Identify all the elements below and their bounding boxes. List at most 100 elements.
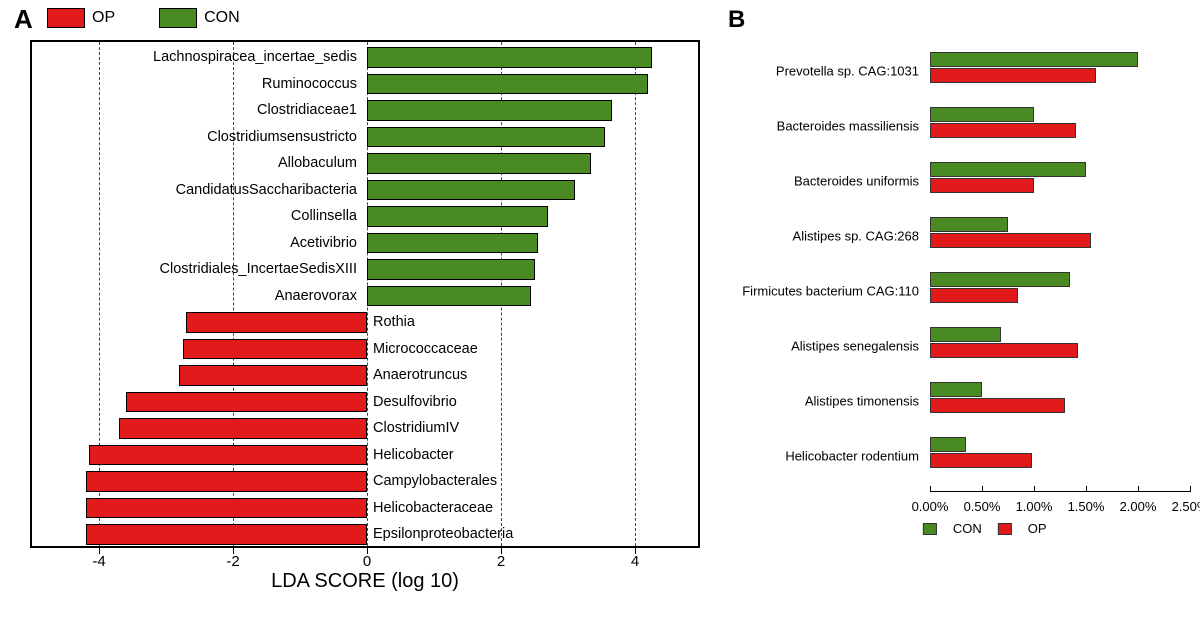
- bar-op: [930, 288, 1018, 303]
- panel-a: A OP CON LDA SCORE (log 10) -4-2024Lachn…: [0, 0, 720, 618]
- tick: [1138, 486, 1139, 492]
- tick: [930, 486, 931, 492]
- bar-con: [930, 437, 966, 452]
- tick-label: -2: [226, 553, 239, 570]
- tick: [1086, 486, 1087, 492]
- bar-group: Helicobacter rodentium: [730, 431, 1190, 481]
- bar-row: Lachnospiracea_incertae_sedis: [32, 47, 698, 68]
- bar-op: [930, 398, 1065, 413]
- bar-label: Desulfovibrio: [373, 392, 457, 413]
- bar: [367, 100, 612, 121]
- bar: [186, 312, 367, 333]
- bar-label: Lachnospiracea_incertae_sedis: [153, 47, 357, 68]
- bar-op: [930, 343, 1078, 358]
- bar: [367, 74, 648, 95]
- bar-row: Ruminococcus: [32, 74, 698, 95]
- bar-row: Clostridiumsensustricto: [32, 127, 698, 148]
- bar: [367, 259, 535, 280]
- bar-group: Bacteroides uniformis: [730, 156, 1190, 206]
- bar-con: [930, 52, 1138, 67]
- bar: [89, 445, 367, 466]
- bar-label: Clostridiales_IncertaeSedisXIII: [160, 259, 357, 280]
- bar-label: Campylobacterales: [373, 471, 497, 492]
- tick-label: 4: [631, 553, 639, 570]
- bar-label: Ruminococcus: [262, 74, 357, 95]
- bar-op: [930, 178, 1034, 193]
- bar-group: Bacteroides massiliensis: [730, 101, 1190, 151]
- bar: [86, 524, 367, 545]
- group-label: Helicobacter rodentium: [730, 449, 925, 464]
- panel-b: B CON OP 0.00%0.50%1.00%1.50%2.00%2.50%P…: [720, 0, 1200, 618]
- tick-label: 2.00%: [1120, 499, 1157, 514]
- bar-row: Anaerotruncus: [32, 365, 698, 386]
- bar-label: Acetivibrio: [290, 233, 357, 254]
- panel-b-label: B: [728, 6, 745, 34]
- bar: [86, 498, 367, 519]
- bar-con: [930, 382, 982, 397]
- tick-label: 2.50%: [1172, 499, 1200, 514]
- legend-con-text: CON: [204, 9, 240, 27]
- legend-b-op-swatch: [998, 523, 1012, 535]
- bar-row: Clostridiaceae1: [32, 100, 698, 121]
- tick-label: 0.00%: [912, 499, 949, 514]
- legend-con-swatch: [159, 8, 197, 28]
- bar-row: Epsilonproteobacteria: [32, 524, 698, 545]
- bar-row: ClostridiumIV: [32, 418, 698, 439]
- bar-row: Desulfovibrio: [32, 392, 698, 413]
- bar-label: Allobaculum: [278, 153, 357, 174]
- bar: [367, 180, 575, 201]
- bar-row: Helicobacter: [32, 445, 698, 466]
- panel-a-plot: LDA SCORE (log 10) -4-2024Lachnospiracea…: [30, 40, 700, 548]
- bar: [119, 418, 367, 439]
- bar: [367, 153, 591, 174]
- bar-op: [930, 123, 1076, 138]
- bar: [126, 392, 367, 413]
- tick: [1190, 486, 1191, 492]
- bar-row: Collinsella: [32, 206, 698, 227]
- bar-label: Rothia: [373, 312, 415, 333]
- bar-group: Alistipes sp. CAG:268: [730, 211, 1190, 261]
- panel-b-plot: CON OP 0.00%0.50%1.00%1.50%2.00%2.50%Pre…: [730, 40, 1190, 538]
- bar-con: [930, 107, 1034, 122]
- tick-label: 1.50%: [1068, 499, 1105, 514]
- bar-con: [930, 272, 1070, 287]
- group-label: Bacteroides massiliensis: [730, 119, 925, 134]
- bar: [179, 365, 367, 386]
- bar: [86, 471, 367, 492]
- panel-b-axis: [930, 491, 1190, 492]
- bar-con: [930, 327, 1001, 342]
- legend-op-swatch: [47, 8, 85, 28]
- legend-con: CON: [159, 8, 240, 28]
- bar-con: [930, 162, 1086, 177]
- tick-label: 2: [497, 553, 505, 570]
- bar-label: Clostridiumsensustricto: [207, 127, 357, 148]
- group-label: Alistipes timonensis: [730, 394, 925, 409]
- bar-label: Micrococcaceae: [373, 339, 478, 360]
- bar-row: Micrococcaceae: [32, 339, 698, 360]
- bar: [367, 233, 538, 254]
- bar-row: Anaerovorax: [32, 286, 698, 307]
- tick-label: 0.50%: [964, 499, 1001, 514]
- panel-b-legend: CON OP: [923, 521, 1047, 536]
- bar-group: Alistipes timonensis: [730, 376, 1190, 426]
- bar-row: Acetivibrio: [32, 233, 698, 254]
- bar-op: [930, 453, 1032, 468]
- group-label: Firmicutes bacterium CAG:110: [730, 284, 925, 299]
- bar-label: Anaerovorax: [275, 286, 357, 307]
- bar-group: Prevotella sp. CAG:1031: [730, 46, 1190, 96]
- legend-b-op-text: OP: [1028, 521, 1047, 536]
- tick-label: -4: [92, 553, 105, 570]
- group-label: Bacteroides uniformis: [730, 174, 925, 189]
- panel-a-axis-title: LDA SCORE (log 10): [271, 570, 459, 593]
- tick: [982, 486, 983, 492]
- bar-op: [930, 233, 1091, 248]
- group-label: Alistipes sp. CAG:268: [730, 229, 925, 244]
- bar-label: Anaerotruncus: [373, 365, 467, 386]
- bar-row: Clostridiales_IncertaeSedisXIII: [32, 259, 698, 280]
- bar-row: Helicobacteraceae: [32, 498, 698, 519]
- tick-label: 0: [363, 553, 371, 570]
- bar-con: [930, 217, 1008, 232]
- bar: [367, 286, 531, 307]
- bar: [367, 206, 548, 227]
- legend-op-text: OP: [92, 9, 115, 27]
